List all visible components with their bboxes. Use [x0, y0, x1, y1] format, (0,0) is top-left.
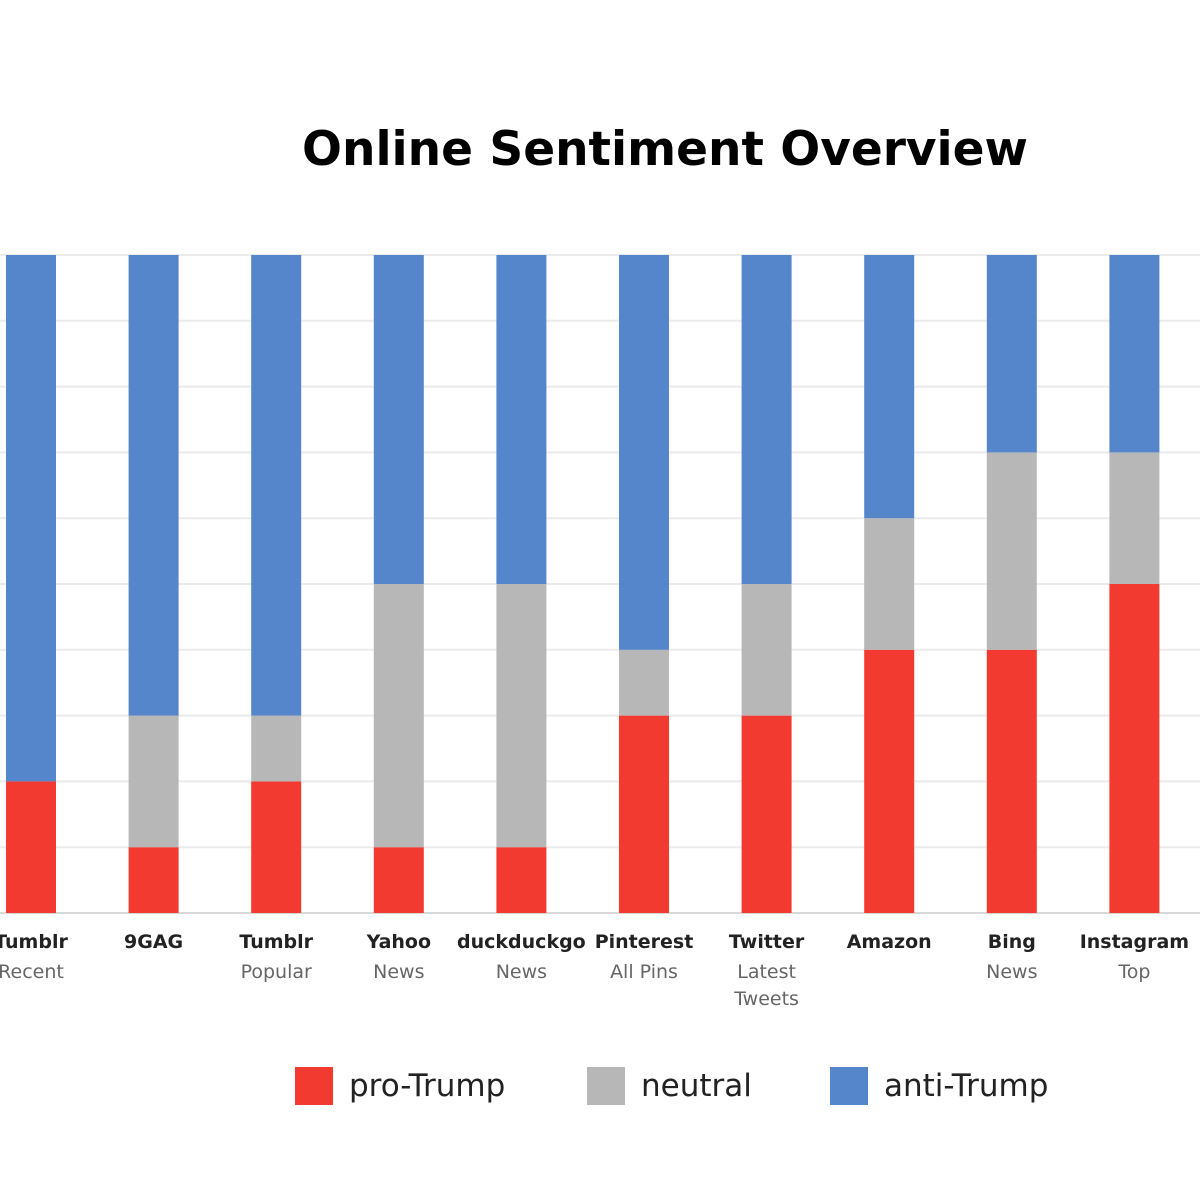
bar-segment-pro-trump — [1109, 584, 1160, 913]
chart-plot: Tumblr Recent 9GAG Tumblr Popular Yahoo News du… — [0, 254, 1200, 1010]
x-tick-label: 9GAG — [124, 931, 183, 953]
bar-segment-anti-trump — [619, 255, 669, 650]
x-tick-sublabel: News — [373, 961, 424, 983]
bar-segment-neutral — [619, 649, 669, 716]
x-tick-sublabel: Recent — [0, 961, 64, 983]
bar-segment-neutral — [496, 584, 547, 848]
bar-segment-neutral — [251, 715, 302, 782]
bar-segment-anti-trump — [1109, 255, 1160, 453]
legend-label-neutral: neutral — [641, 1068, 752, 1104]
x-tick-label: Instagram — [1080, 931, 1189, 953]
x-tick-sublabel: Latest — [737, 961, 796, 983]
bar-segment-anti-trump — [864, 255, 915, 519]
x-tick-label: Amazon — [847, 931, 932, 953]
x-tick-sublabel: Popular — [241, 961, 312, 983]
x-tick-sublabel: News — [986, 961, 1037, 983]
x-tick-label: Yahoo — [366, 931, 431, 953]
chart-legend: pro-Trump neutral anti-Trump — [0, 1066, 1200, 1106]
x-tick-label: Tumblr — [239, 931, 313, 953]
legend-swatch-anti-trump — [830, 1067, 868, 1105]
bar-segment-anti-trump — [373, 255, 424, 584]
legend-item-anti-trump: anti-Trump — [830, 1066, 1048, 1106]
bar-segment-pro-trump — [251, 781, 302, 913]
x-tick-sublabel: Top — [1117, 961, 1150, 983]
legend-label-pro-trump: pro-Trump — [349, 1068, 506, 1104]
bar-segment-anti-trump — [251, 255, 302, 716]
legend-item-neutral: neutral — [587, 1066, 752, 1106]
x-tick-sublabel: Tweets — [733, 988, 799, 1010]
bar-segment-neutral — [986, 452, 1037, 650]
legend-swatch-neutral — [587, 1067, 625, 1105]
chart-title: Online Sentiment Overview — [302, 122, 1028, 177]
bar-segment-neutral — [373, 584, 424, 848]
legend-swatch-pro-trump — [295, 1067, 333, 1105]
legend-label-anti-trump: anti-Trump — [884, 1068, 1049, 1104]
x-tick-label: Bing — [988, 931, 1036, 953]
x-tick-label: Pinterest — [595, 931, 694, 953]
bar-segment-pro-trump — [741, 715, 792, 913]
x-tick-label: duckduckgo — [457, 931, 586, 953]
legend-item-pro-trump: pro-Trump — [295, 1066, 505, 1106]
x-tick-sublabel: All Pins — [610, 961, 678, 983]
bar-segment-pro-trump — [619, 715, 669, 913]
bar-segment-anti-trump — [986, 255, 1037, 453]
bar-segment-anti-trump — [6, 255, 56, 782]
bar-segment-pro-trump — [986, 649, 1037, 913]
bar-segment-pro-trump — [864, 649, 915, 913]
bar-segment-anti-trump — [741, 255, 792, 584]
x-tick-label: Tumblr — [0, 931, 68, 953]
bar-segment-anti-trump — [128, 255, 179, 716]
x-tick-label: Twitter — [729, 931, 805, 953]
x-tick-sublabel: News — [496, 961, 547, 983]
bar-segment-neutral — [741, 584, 792, 716]
bar-segment-neutral — [1109, 452, 1160, 584]
bar-segment-neutral — [864, 518, 915, 650]
bar-segment-neutral — [128, 715, 179, 848]
bar-segment-anti-trump — [496, 255, 547, 584]
bar-segment-pro-trump — [496, 847, 547, 913]
bar-segment-pro-trump — [128, 847, 179, 913]
bar-segment-pro-trump — [373, 847, 424, 913]
bar-segment-pro-trump — [6, 781, 56, 913]
